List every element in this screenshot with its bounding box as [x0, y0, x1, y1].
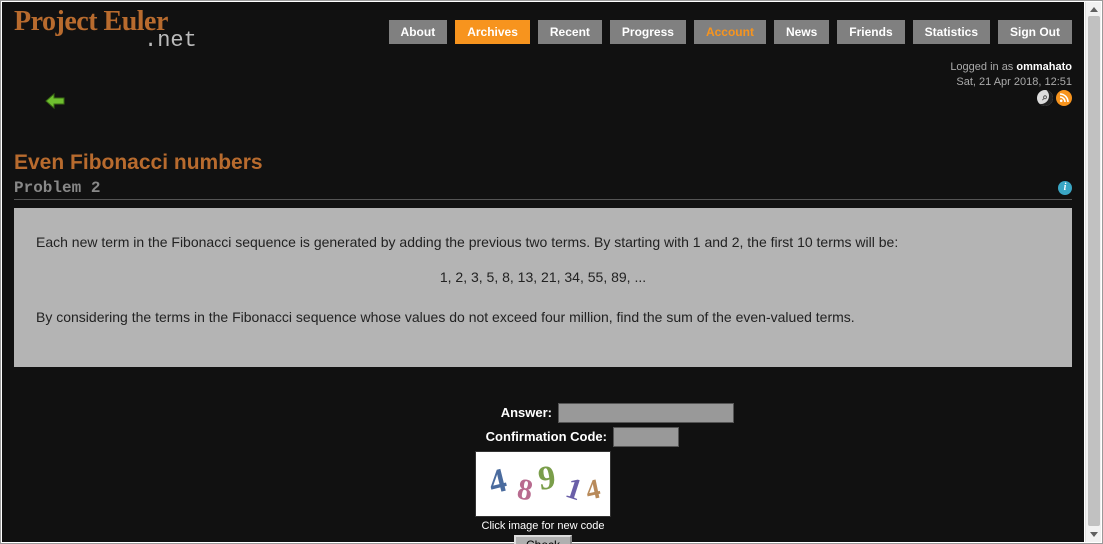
- problem-title: Even Fibonacci numbers: [14, 151, 1072, 175]
- status-datetime: Sat, 21 Apr 2018, 12:51: [14, 75, 1072, 90]
- main-nav: About Archives Recent Progress Account News Fr…: [389, 20, 1072, 44]
- info-icon[interactable]: i: [1058, 181, 1072, 195]
- nav-friends[interactable]: Friends: [837, 20, 904, 44]
- site-logo[interactable]: Project Euler .net: [14, 4, 168, 58]
- check-button[interactable]: Check: [514, 535, 572, 544]
- nav-account[interactable]: Account: [694, 20, 766, 44]
- nav-archives[interactable]: Archives: [455, 20, 530, 44]
- svg-text:9: 9: [536, 459, 558, 498]
- nav-statistics[interactable]: Statistics: [913, 20, 990, 44]
- confirmation-label: Confirmation Code:: [407, 429, 607, 444]
- captcha-image[interactable]: 48914: [475, 451, 611, 517]
- problem-number: Problem 2: [14, 179, 100, 197]
- logo-suffix: .net: [144, 30, 298, 52]
- nav-sign-out[interactable]: Sign Out: [998, 20, 1072, 44]
- problem-description: Each new term in the Fibonacci sequence …: [14, 208, 1072, 367]
- svg-text:4: 4: [583, 473, 603, 506]
- captcha-note: Click image for new code: [475, 520, 611, 532]
- browser-scrollbar[interactable]: [1085, 2, 1101, 542]
- nav-recent[interactable]: Recent: [538, 20, 602, 44]
- search-icon[interactable]: ⌕: [1037, 90, 1053, 106]
- svg-text:8: 8: [515, 472, 536, 507]
- nav-progress[interactable]: Progress: [610, 20, 686, 44]
- nav-news[interactable]: News: [774, 20, 829, 44]
- login-prefix: Logged in as: [950, 61, 1016, 73]
- nav-about[interactable]: About: [389, 20, 448, 44]
- problem-para-1: Each new term in the Fibonacci sequence …: [36, 232, 1050, 254]
- svg-text:4: 4: [485, 462, 510, 502]
- answer-input[interactable]: [558, 403, 734, 423]
- problem-sequence: 1, 2, 3, 5, 8, 13, 21, 34, 55, 89, ...: [36, 267, 1050, 289]
- username: ommahato: [1016, 61, 1072, 73]
- confirmation-input[interactable]: [613, 427, 679, 447]
- back-arrow-icon[interactable]: [44, 92, 66, 110]
- problem-para-2: By considering the terms in the Fibonacc…: [36, 307, 1050, 329]
- status-bar: Logged in as ommahato Sat, 21 Apr 2018, …: [2, 60, 1084, 91]
- rss-icon[interactable]: [1056, 90, 1072, 106]
- answer-label: Answer:: [352, 405, 552, 420]
